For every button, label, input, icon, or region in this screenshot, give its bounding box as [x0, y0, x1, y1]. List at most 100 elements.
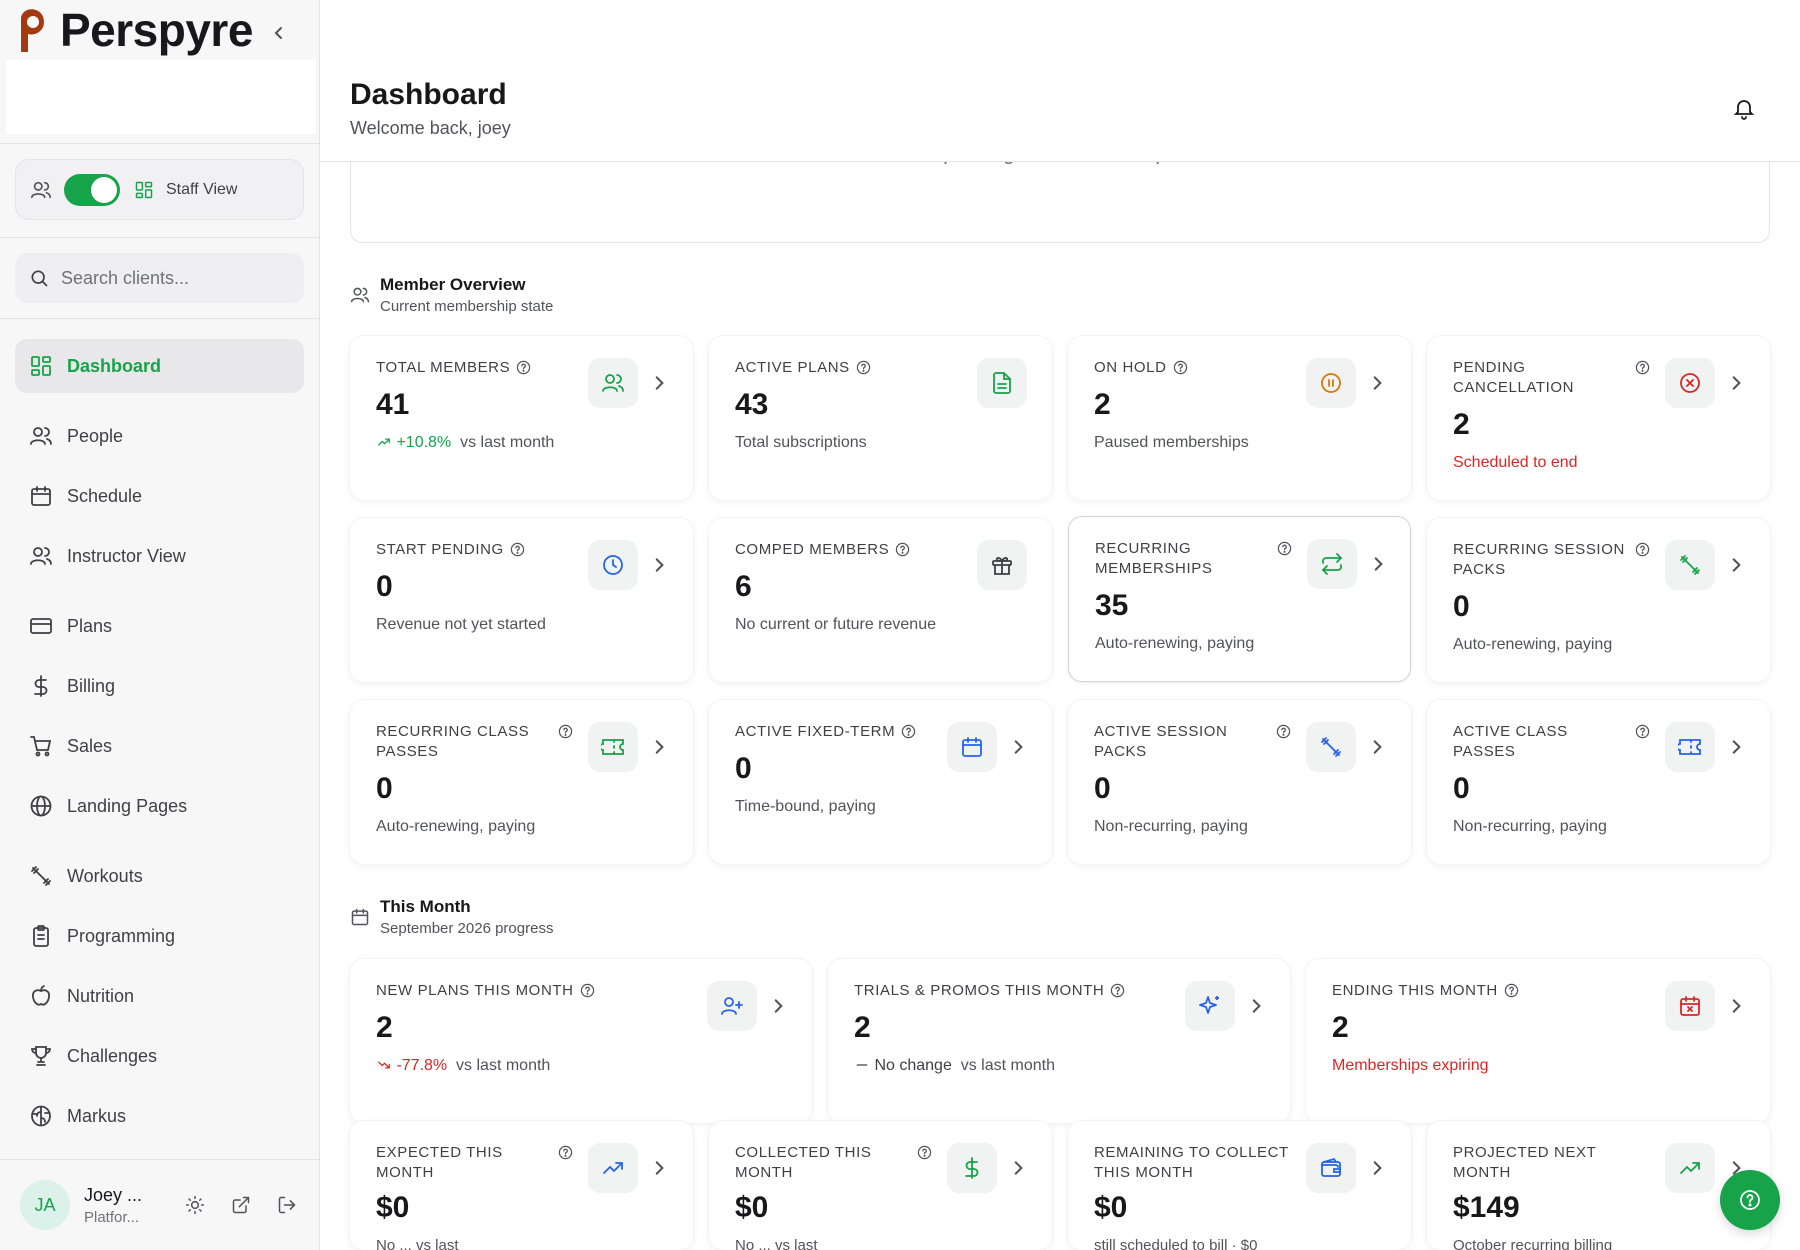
help-button[interactable]	[1720, 1170, 1780, 1230]
stat-card-comped-members[interactable]: COMPED MEMBERS 6 No current or future re…	[709, 518, 1052, 682]
calendar-icon	[962, 737, 982, 757]
stat-card-ending-this-month[interactable]: ENDING THIS MONTH 2 Memberships expiring	[1306, 959, 1770, 1123]
brand-banner	[6, 60, 316, 134]
card-label: ON HOLD	[1094, 358, 1188, 378]
card-value: 0	[1453, 590, 1470, 623]
logout-button[interactable]	[276, 1194, 298, 1216]
card-icon	[1306, 358, 1356, 408]
stat-card-total-members[interactable]: TOTAL MEMBERS 41 +10.8% vs last month	[350, 336, 693, 500]
sidebar-item-label: Billing	[67, 675, 116, 696]
stat-card-recurring-memberships[interactable]: RECURRING MEMBERSHIPS 35 Auto-renewing, …	[1068, 516, 1411, 682]
sidebar-item-billing[interactable]: Billing	[15, 659, 304, 713]
card-value: 2	[854, 1011, 871, 1044]
card-icon	[947, 1143, 997, 1193]
stat-card-expected-this-month[interactable]: EXPECTED THIS MONTH $0 No ... vs last	[350, 1121, 693, 1250]
chevron-right-icon	[655, 376, 664, 390]
stat-card-start-pending[interactable]: START PENDING 0 Revenue not yet started	[350, 518, 693, 682]
divider	[0, 1159, 320, 1160]
help-icon	[1635, 360, 1650, 375]
stat-card-active-class-passes[interactable]: ACTIVE CLASS PASSES 0 Non-recurring, pay…	[1427, 700, 1770, 864]
sidebar-item-instructor-view[interactable]: Instructor View	[15, 529, 304, 583]
stat-card-projected-next-month[interactable]: PROJECTED NEXT MONTH $149 October recurr…	[1427, 1121, 1770, 1250]
card-icon	[588, 722, 638, 772]
layout-grid-icon	[135, 181, 153, 198]
avatar[interactable]: JA	[20, 1180, 70, 1230]
card-label: EXPECTED THIS MONTH	[376, 1144, 503, 1181]
card-value: 6	[735, 570, 752, 603]
stat-card-trials-promos[interactable]: TRIALS & PROMOS THIS MONTH 2 No change v…	[828, 959, 1290, 1123]
collapse-sidebar-button[interactable]	[268, 22, 290, 44]
sidebar-item-challenges[interactable]: Challenges	[15, 1029, 304, 1083]
stat-card-remaining-to-collect[interactable]: REMAINING TO COLLECT THIS MONTH $0 still…	[1068, 1121, 1411, 1250]
this-month-header: This Month September 2026 progress	[350, 897, 553, 937]
stat-card-pending-cancellation[interactable]: PENDING CANCELLATION 2 Scheduled to end	[1427, 336, 1770, 500]
card-subtext: Revenue not yet started	[376, 616, 546, 633]
stat-card-active-session-packs[interactable]: ACTIVE SESSION PACKS 0 Non-recurring, pa…	[1068, 700, 1411, 864]
stat-card-recurring-session-packs[interactable]: RECURRING SESSION PACKS 0 Auto-renewing,…	[1427, 518, 1770, 682]
search-input[interactable]	[61, 267, 281, 289]
help-icon	[902, 724, 916, 739]
brand: Perspyre	[0, 0, 319, 60]
card-subtext: Scheduled to end	[1453, 454, 1578, 471]
stat-card-new-plans-this-month[interactable]: NEW PLANS THIS MONTH 2 -77.8% vs last mo…	[350, 959, 812, 1123]
theme-toggle-button[interactable]	[184, 1194, 206, 1216]
calendar-x-icon	[1680, 996, 1700, 1016]
sidebar-item-people[interactable]: People	[15, 409, 304, 463]
chevron-right-icon	[655, 558, 664, 572]
card-subtext: Non-recurring, paying	[1453, 818, 1607, 835]
sidebar-item-nutrition[interactable]: Nutrition	[15, 969, 304, 1023]
card-label: ACTIVE PLANS	[735, 358, 871, 378]
sidebar-item-label: Programming	[67, 925, 176, 946]
sidebar-item-dashboard[interactable]: Dashboard	[15, 339, 304, 393]
stat-card-active-plans[interactable]: ACTIVE PLANS 43 Total subscriptions	[709, 336, 1052, 500]
sidebar-item-label: Plans	[67, 615, 113, 636]
card-label: TOTAL MEMBERS	[376, 358, 531, 378]
dumbbell-icon	[1680, 555, 1700, 575]
card-icon	[1306, 1143, 1356, 1193]
help-icon	[917, 1145, 932, 1160]
card-label: COMPED MEMBERS	[735, 540, 910, 560]
card-icon	[588, 540, 638, 590]
sidebar-item-plans[interactable]: Plans	[15, 599, 304, 653]
chevron-right-icon	[1732, 376, 1741, 390]
card-label: REMAINING TO COLLECT THIS MONTH	[1094, 1144, 1289, 1181]
help-icon	[1111, 983, 1125, 998]
notifications-button[interactable]	[1732, 96, 1756, 120]
sidebar-item-programming[interactable]: Programming	[15, 909, 304, 963]
divider	[0, 318, 320, 319]
sidebar-item-schedule[interactable]: Schedule	[15, 469, 304, 523]
external-link-icon	[232, 1196, 250, 1214]
clipboard-icon	[33, 925, 49, 947]
chevron-right-icon	[1732, 558, 1741, 572]
sidebar-item-landing-pages[interactable]: Landing Pages	[15, 779, 304, 833]
sidebar-item-markus[interactable]: Markus	[15, 1089, 304, 1143]
stat-card-active-fixed-term[interactable]: ACTIVE FIXED-TERM 0 Time-bound, paying	[709, 700, 1052, 864]
dollar-icon	[34, 675, 48, 697]
chevron-right-icon	[1732, 999, 1741, 1013]
stat-card-collected-this-month[interactable]: COLLECTED THIS MONTH $0 No ... vs last	[709, 1121, 1052, 1250]
section-title: Member Overview	[380, 275, 526, 294]
instructor-icon	[30, 547, 52, 565]
sidebar: Perspyre Staff View Dashboard People Sch…	[0, 0, 320, 1250]
card-label: PENDING CANCELLATION	[1453, 359, 1575, 396]
card-icon	[588, 358, 638, 408]
card-subtext: Auto-renewing, paying	[1095, 635, 1255, 652]
card-value: 0	[1094, 772, 1111, 805]
member-overview-header: Member Overview Current membership state	[350, 275, 553, 315]
users-icon	[602, 374, 624, 392]
stat-card-recurring-class-passes[interactable]: RECURRING CLASS PASSES 0 Auto-renewing, …	[350, 700, 693, 864]
repeat-icon	[1321, 553, 1343, 575]
sidebar-item-workouts[interactable]: Workouts	[15, 849, 304, 903]
stat-card-on-hold[interactable]: ON HOLD 2 Paused memberships	[1068, 336, 1411, 500]
card-subtext: No ... vs last	[735, 1237, 818, 1250]
brand-name: Perspyre	[60, 4, 253, 56]
dumbbell-icon	[1321, 737, 1341, 757]
help-icon	[896, 542, 910, 557]
open-external-button[interactable]	[230, 1194, 252, 1216]
sidebar-item-sales[interactable]: Sales	[15, 719, 304, 773]
staff-view-switch[interactable]	[64, 173, 120, 206]
dumbbell-icon	[31, 866, 51, 886]
people-icon	[30, 427, 52, 445]
sparkles-icon	[1199, 996, 1219, 1014]
help-icon	[1277, 541, 1292, 556]
